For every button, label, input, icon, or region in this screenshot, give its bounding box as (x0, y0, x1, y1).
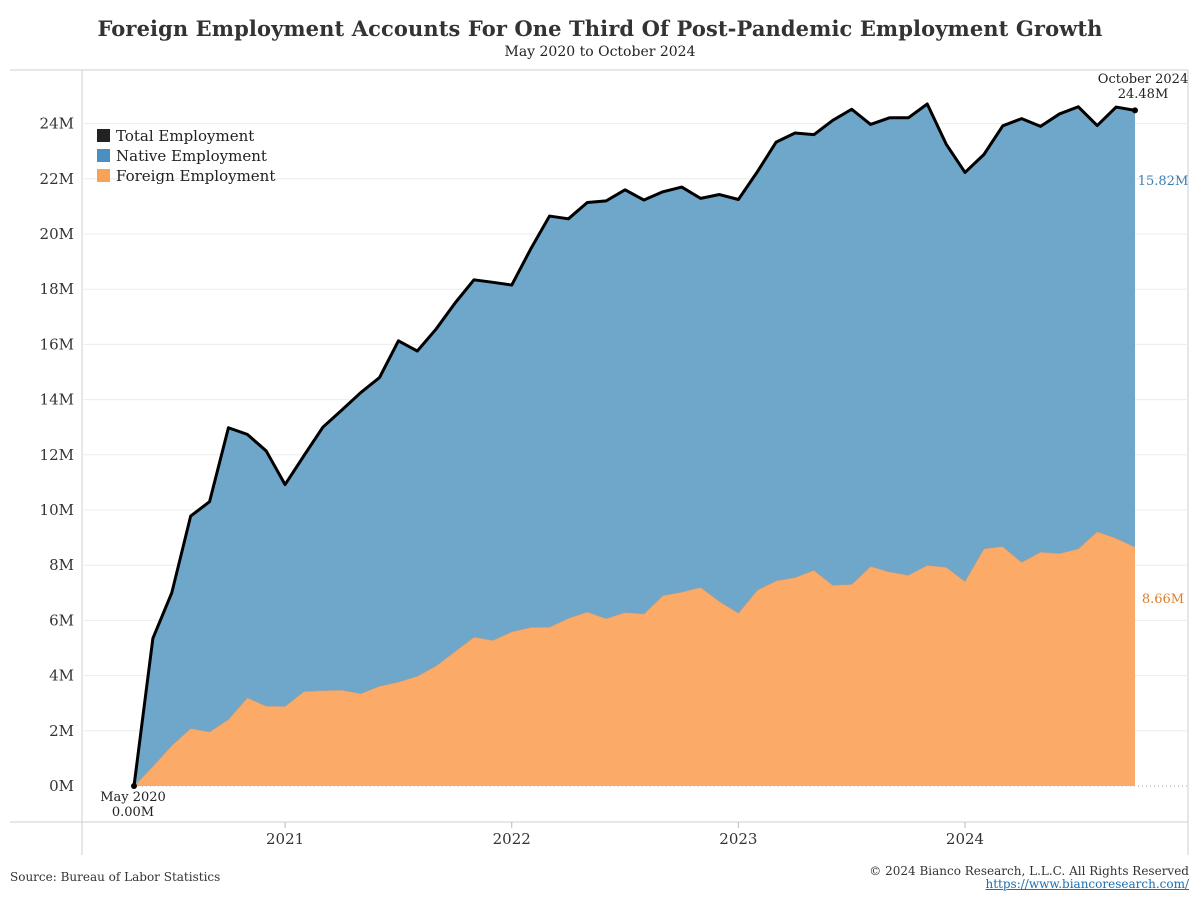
foreign-end-value-label: 8.66M (1142, 592, 1184, 607)
chart-subtitle: May 2020 to October 2024 (504, 44, 696, 60)
y-tick-label: 12M (40, 446, 74, 464)
y-tick-label: 14M (40, 391, 74, 409)
start-value-label: 0.00M (112, 805, 154, 820)
end-point-marker (1132, 107, 1138, 114)
copyright-note: © 2024 Bianco Research, L.L.C. All Right… (869, 864, 1189, 878)
legend-item-total[interactable]: Total Employment (97, 127, 254, 145)
source-note: Source: Bureau of Labor Statistics (10, 870, 221, 884)
legend-label-total: Total Employment (116, 127, 255, 145)
end-date-label: October 2024 (1098, 72, 1188, 87)
start-point-marker (131, 783, 137, 789)
y-tick-label: 6M (49, 611, 74, 629)
legend-swatch-native (97, 149, 110, 162)
legend-label-foreign: Foreign Employment (116, 167, 276, 185)
x-tick-label: 2024 (946, 830, 984, 848)
foreign-employment-area (134, 531, 1135, 786)
y-tick-label: 20M (40, 225, 74, 243)
end-value-label: 24.48M (1118, 87, 1169, 102)
legend-swatch-total (97, 129, 110, 142)
legend-item-native[interactable]: Native Employment (97, 147, 267, 165)
y-tick-label: 18M (40, 280, 74, 298)
x-tick-label: 2023 (719, 830, 757, 848)
website-link[interactable]: https://www.biancoresearch.com/ (985, 877, 1189, 891)
x-tick-label: 2022 (493, 830, 531, 848)
y-tick-label: 8M (49, 556, 74, 574)
total-employment-line (132, 102, 1136, 787)
x-tick-label: 2021 (266, 830, 304, 848)
native-end-value-label: 15.82M (1138, 174, 1189, 189)
foreign-boundary-line (133, 530, 1136, 787)
legend-item-foreign[interactable]: Foreign Employment (97, 167, 275, 185)
chart-title: Foreign Employment Accounts For One Thir… (97, 16, 1103, 41)
native-employment-area (134, 104, 1135, 786)
y-tick-label: 2M (49, 722, 74, 740)
legend-swatch-foreign (97, 169, 110, 182)
y-tick-label: 0M (49, 777, 74, 795)
y-tick-label: 16M (40, 335, 74, 353)
y-tick-label: 24M (40, 115, 74, 133)
start-date-label: May 2020 (100, 790, 166, 805)
y-tick-label: 22M (40, 170, 74, 188)
y-tick-label: 10M (40, 501, 74, 519)
y-tick-label: 4M (49, 667, 74, 685)
legend-label-native: Native Employment (116, 147, 267, 165)
